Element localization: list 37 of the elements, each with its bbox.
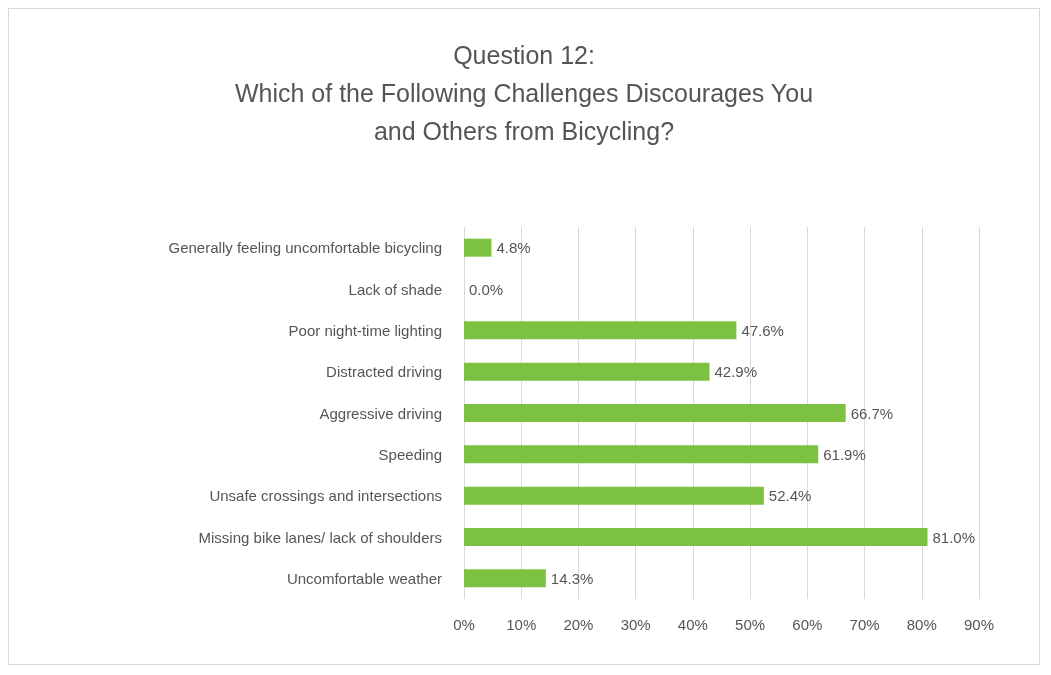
y-tick-label: Uncomfortable weather [286,569,442,587]
y-tick-label: Speeding [378,445,442,463]
y-tick-label: Generally feeling uncomfortable bicycling [168,239,442,257]
data-label: 0.0% [469,280,504,298]
bar [464,445,819,464]
x-tick-label: 50% [735,616,766,633]
x-tick-label: 80% [906,616,937,633]
x-tick-label: 10% [506,616,537,633]
chart-title: Question 12: Which of the Following Challenges Discourages You and Others from Bicycling? [234,41,814,145]
x-tick-label: 70% [849,616,880,633]
data-label: 66.7% [850,404,894,422]
data-label: 4.8% [496,239,531,257]
data-label: 81.0% [932,528,976,546]
y-tick-label: Missing bike lanes/ lack of shoulders [198,528,442,546]
bar [464,404,846,422]
bar [464,362,710,381]
x-tick-label: 30% [620,616,651,633]
bar [464,569,546,588]
x-tick-label: 60% [792,616,823,633]
x-tick-label: 40% [677,616,708,633]
y-tick-label: Distracted driving [326,363,442,381]
data-label: 52.4% [768,487,812,505]
data-label: 61.9% [823,445,866,463]
data-label: 47.6% [741,321,784,339]
y-tick-label: Aggressive driving [319,404,442,422]
bar [464,238,492,257]
y-tick-label: Unsafe crossings and intersections [209,487,442,505]
y-tick-label: Lack of shade [348,280,442,298]
x-tick-label: 90% [963,616,995,633]
y-tick-label: Poor night-time lighting [288,321,442,339]
data-label: 14.3% [550,569,594,587]
data-label: 42.9% [714,363,758,381]
bar [464,528,928,546]
bar [464,321,737,340]
x-tick-label: 0% [453,616,475,633]
bar [464,486,764,505]
x-tick-label: 20% [563,616,594,633]
